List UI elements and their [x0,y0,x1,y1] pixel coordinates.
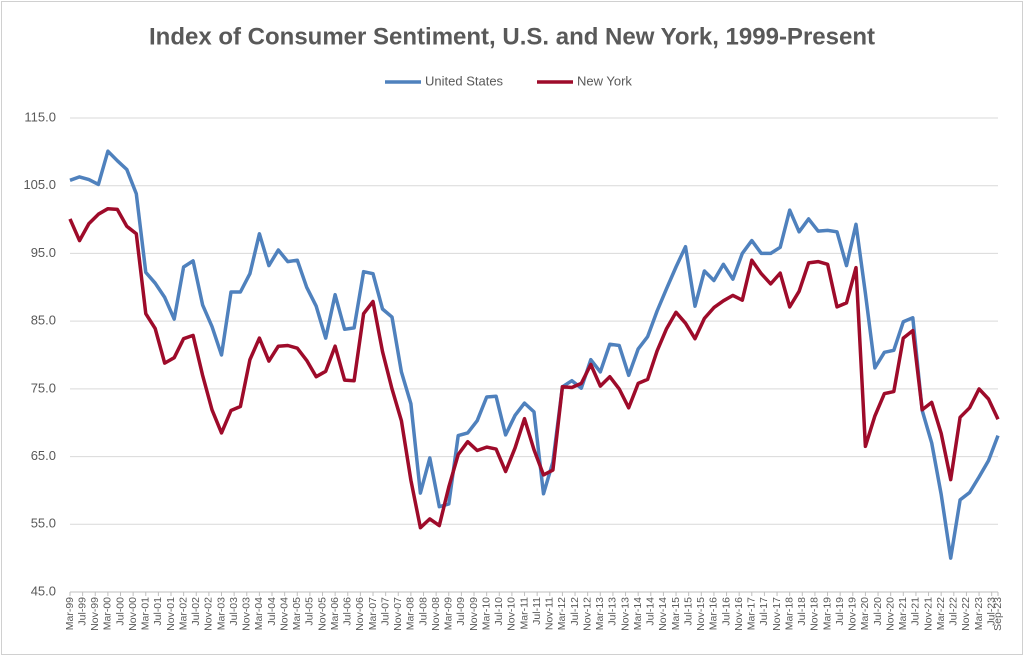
x-tick-label: Jul-17 [758,597,770,626]
x-tick-label: Jul-15 [682,597,694,626]
y-tick-label: 115.0 [24,109,56,124]
x-tick-label: Mar-08 [405,597,417,630]
x-tick-label: Mar-20 [859,597,871,630]
x-tick-label: Mar-02 [177,597,189,630]
x-tick-label: Nov-03 [241,597,253,631]
x-tick-label: Jul-05 [304,597,316,626]
x-tick-label: Sep-23 [992,597,1004,631]
x-tick-label: Mar-10 [480,597,492,630]
x-tick-label: Mar-14 [632,597,644,630]
x-tick-label: Nov-19 [847,597,859,631]
x-tick-label: Jul-20 [872,597,884,626]
x-tick-label: Mar-12 [556,597,568,630]
x-tick-label: Nov-16 [733,597,745,631]
x-tick-label: Nov-05 [316,597,328,631]
x-tick-label: Mar-13 [594,597,606,630]
x-tick-label: Jul-16 [720,597,732,626]
y-tick-label: 85.0 [31,313,56,328]
x-tick-label: Mar-15 [670,597,682,630]
x-tick-label: Nov-12 [581,597,593,631]
x-tick-label: Nov-04 [278,597,290,631]
x-tick-label: Jul-14 [645,597,657,626]
x-tick-label: Nov-20 [884,597,896,631]
x-tick-label: Jul-13 [607,597,619,626]
x-tick-label: Jul-22 [948,597,960,626]
y-tick-label: 75.0 [31,380,56,395]
x-tick-label: Jul-00 [114,597,126,626]
x-tick-label: Jul-03 [228,597,240,626]
x-tick-label: Jul-02 [190,597,202,626]
x-tick-label: Jul-10 [493,597,505,626]
x-tick-label: Jul-21 [910,597,922,626]
y-tick-label: 95.0 [31,245,56,260]
y-tick-label: 65.0 [31,448,56,463]
y-tick-label: 105.0 [23,177,56,192]
x-tick-label: Nov-13 [619,597,631,631]
x-tick-label: Mar-99 [64,597,76,630]
x-tick-label: Nov-99 [89,597,101,631]
x-tick-label: Nov-02 [203,597,215,631]
legend-label: United States [425,73,504,88]
x-tick-label: Jul-09 [455,597,467,626]
x-tick-label: Nov-21 [922,597,934,631]
x-tick-label: Nov-14 [657,597,669,631]
x-tick-label: Nov-17 [771,597,783,631]
x-tick-label: Jul-01 [152,597,164,626]
x-tick-label: Mar-06 [329,597,341,630]
x-tick-label: Jul-06 [342,597,354,626]
y-tick-label: 45.0 [31,583,56,598]
chart-title: Index of Consumer Sentiment, U.S. and Ne… [149,23,875,50]
x-tick-label: Jul-07 [379,597,391,626]
x-tick-label: Jul-08 [417,597,429,626]
x-tick-label: Mar-00 [102,597,114,630]
x-tick-label: Jul-18 [796,597,808,626]
x-tick-label: Nov-06 [354,597,366,631]
x-tick-label: Jul-23 [985,597,997,626]
x-tick-label: Mar-04 [253,597,265,630]
y-tick-label: 55.0 [31,516,56,531]
x-tick-label: Jul-11 [531,597,543,625]
x-tick-label: Mar-16 [708,597,720,630]
x-tick-label: Nov-09 [468,597,480,631]
legend-label: New York [577,73,632,88]
x-tick-label: Mar-19 [821,597,833,630]
x-tick-label: Nov-15 [695,597,707,631]
x-tick-label: Mar-07 [367,597,379,630]
x-tick-label: Mar-21 [897,597,909,630]
x-tick-label: Nov-07 [392,597,404,631]
x-tick-label: Mar-09 [443,597,455,630]
x-tick-label: Mar-22 [935,597,947,630]
x-tick-label: Nov-10 [506,597,518,631]
x-tick-label: Mar-18 [783,597,795,630]
x-tick-label: Nov-22 [960,597,972,631]
x-tick-label: Nov-08 [430,597,442,631]
x-tick-label: Mar-01 [140,597,152,630]
series-line [69,149,1000,560]
x-tick-label: Nov-11 [544,597,556,630]
x-tick-label: Mar-11 [518,597,530,630]
x-tick-label: Mar-17 [746,597,758,630]
x-tick-label: Jul-12 [569,597,581,626]
x-tick-label: Jul-19 [834,597,846,626]
x-tick-label: Jul-99 [76,597,88,626]
x-tick-label: Jul-04 [266,597,278,626]
x-tick-label: Nov-18 [809,597,821,631]
x-tick-label: Mar-03 [215,597,227,630]
x-tick-label: Nov-00 [127,597,139,631]
series-line [68,206,1000,530]
x-tick-label: Nov-01 [165,597,177,631]
x-tick-label: Mar-05 [291,597,303,630]
x-tick-label: Mar-23 [973,597,985,630]
